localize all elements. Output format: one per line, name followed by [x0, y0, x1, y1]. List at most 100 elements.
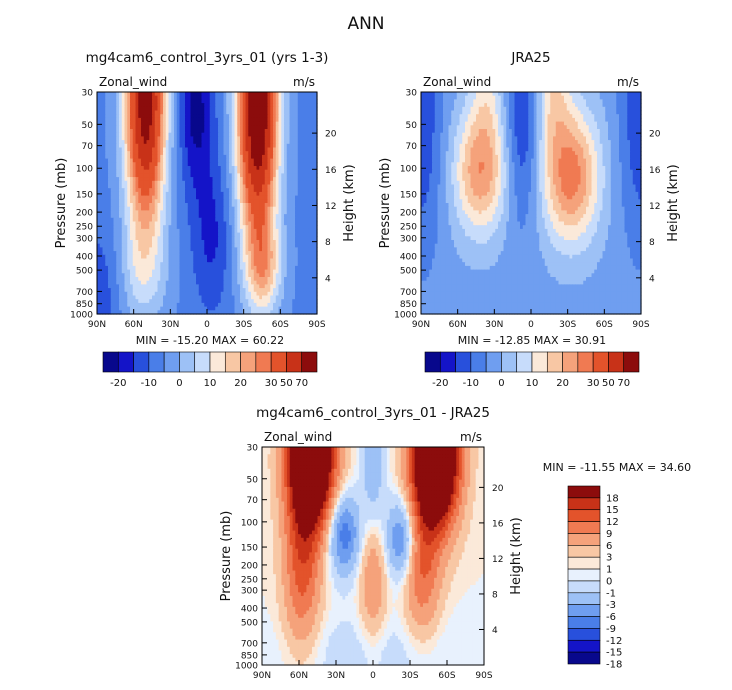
heatmap-cell	[113, 232, 117, 237]
heatmap-cell	[176, 214, 181, 219]
heatmap-cell	[196, 236, 200, 241]
heatmap-cell	[152, 158, 156, 163]
heatmap-cell	[284, 166, 288, 171]
heatmap-cell	[281, 117, 285, 123]
heatmap-cell	[284, 199, 288, 204]
heatmap-cell	[179, 173, 183, 178]
heatmap-cell	[99, 243, 104, 248]
heatmap-cell	[273, 206, 277, 211]
heatmap-cell	[292, 240, 296, 245]
heatmap-cell	[124, 106, 128, 112]
heatmap-cell	[218, 195, 222, 200]
heatmap-cell	[143, 99, 148, 104]
heatmap-cell	[259, 169, 263, 174]
heatmap-cell	[97, 214, 101, 219]
heatmap-cell	[223, 92, 227, 97]
heatmap-cell	[171, 95, 175, 100]
heatmap-cell	[135, 129, 139, 134]
heatmap-cell	[259, 143, 263, 149]
heatmap-cell	[187, 191, 192, 197]
heatmap-cell	[141, 151, 145, 156]
heatmap-cell	[275, 191, 280, 197]
heatmap-cell	[176, 121, 181, 126]
heatmap-cell	[160, 166, 164, 171]
heatmap-cell	[121, 243, 126, 248]
heatmap-cell	[182, 191, 186, 197]
heatmap-cell	[234, 132, 238, 137]
heatmap-cell	[163, 195, 167, 200]
heatmap-cell	[300, 206, 304, 211]
heatmap-cell	[190, 184, 194, 189]
heatmap-cell	[127, 177, 131, 182]
heatmap-cell	[262, 199, 266, 204]
heatmap-cell	[267, 154, 271, 160]
heatmap-cell	[193, 228, 197, 234]
heatmap-cell	[157, 117, 161, 123]
heatmap-cell	[220, 177, 225, 182]
heatmap-cell	[273, 136, 277, 141]
heatmap-cell	[215, 191, 219, 197]
heatmap-cell	[234, 158, 238, 163]
heatmap-cell	[182, 210, 186, 215]
heatmap-cell	[110, 99, 115, 104]
heatmap-cell	[108, 240, 112, 245]
heatmap-cell	[99, 99, 104, 104]
heatmap-cell	[179, 169, 183, 174]
heatmap-cell	[152, 217, 156, 223]
heatmap-cell	[311, 184, 315, 189]
heatmap-cell	[275, 106, 280, 112]
heatmap-cell	[234, 199, 238, 204]
heatmap-cell	[119, 173, 123, 178]
heatmap-cell	[289, 154, 293, 160]
heatmap-cell	[190, 188, 194, 193]
heatmap-cell	[223, 99, 227, 104]
heatmap-cell	[97, 136, 101, 141]
heatmap-cell	[226, 117, 230, 123]
heatmap-cell	[99, 106, 104, 112]
heatmap-cell	[149, 217, 153, 223]
heatmap-cell	[165, 103, 170, 108]
heatmap-cell	[165, 162, 170, 167]
heatmap-cell	[201, 173, 205, 178]
heatmap-cell	[157, 180, 161, 186]
heatmap-cell	[116, 162, 120, 167]
heatmap-cell	[141, 132, 145, 137]
heatmap-cell	[270, 184, 274, 189]
heatmap-cell	[220, 217, 225, 223]
heatmap-cell	[314, 243, 318, 248]
heatmap-cell	[132, 106, 137, 112]
heatmap-cell	[281, 191, 285, 197]
heatmap-cell	[124, 147, 128, 152]
heatmap-cell	[108, 169, 112, 174]
heatmap-cell	[171, 162, 175, 167]
heatmap-cell	[259, 151, 263, 156]
heatmap-cell	[141, 103, 145, 108]
heatmap-cell	[179, 99, 183, 104]
heatmap-cell	[154, 199, 159, 204]
heatmap-cell	[231, 199, 236, 204]
heatmap-cell	[157, 143, 161, 149]
heatmap-cell	[215, 125, 219, 130]
heatmap-cell	[124, 158, 128, 163]
heatmap-cell	[99, 221, 104, 226]
heatmap-cell	[289, 217, 293, 223]
heatmap-cell	[229, 221, 233, 226]
heatmap-cell	[108, 151, 112, 156]
heatmap-cell	[152, 225, 156, 230]
heatmap-cell	[275, 243, 280, 248]
heatmap-cell	[110, 232, 115, 237]
heatmap-cell	[113, 92, 117, 97]
heatmap-cell	[303, 243, 307, 248]
heatmap-cell	[284, 214, 288, 219]
heatmap-cell	[132, 151, 137, 156]
heatmap-cell	[245, 92, 249, 97]
heatmap-cell	[303, 195, 307, 200]
heatmap-cell	[275, 177, 280, 182]
heatmap-cell	[300, 158, 304, 163]
heatmap-cell	[212, 203, 216, 208]
heatmap-cell	[229, 210, 233, 215]
heatmap-cell	[108, 117, 112, 123]
heatmap-cell	[198, 162, 203, 167]
heatmap-cell	[193, 169, 197, 174]
heatmap-cell	[278, 132, 282, 137]
